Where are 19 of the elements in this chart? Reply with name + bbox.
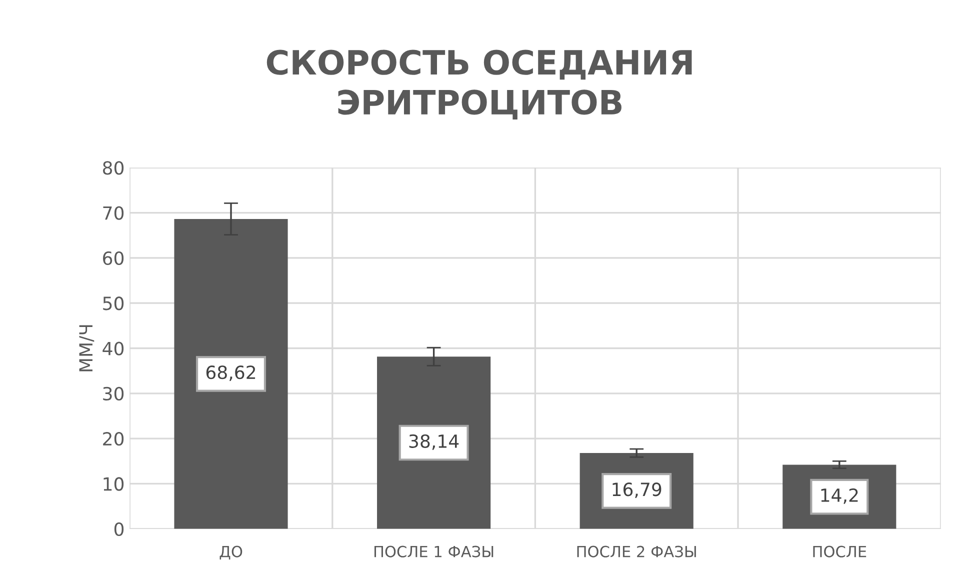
y-tick-label: 70	[103, 206, 124, 220]
data-label: 68,62	[206, 366, 256, 382]
chart-title: СКОРОСТЬ ОСЕДАНИЯ ЭРИТРОЦИТОВ	[266, 50, 692, 120]
data-label: 38,14	[409, 434, 459, 450]
y-tick-label: 30	[103, 386, 124, 401]
y-tick-label: 10	[104, 477, 124, 491]
y-tick-label: 40	[102, 342, 124, 356]
x-tick-label: ПОСЛЕ	[813, 546, 866, 558]
x-tick-label: ДО	[220, 546, 242, 560]
y-tick-label: 80	[102, 161, 124, 175]
y-axis-title: ММ/Ч	[79, 325, 94, 372]
y-tick-label: 0	[114, 522, 124, 536]
x-tick-label: ПОСЛЕ 1 ФАЗЫ	[374, 546, 494, 558]
data-label: 16,79	[612, 482, 662, 498]
y-tick-label: 60	[103, 251, 124, 266]
y-tick-label: 20	[103, 432, 124, 446]
x-tick-label: ПОСЛЕ 2 ФАЗЫ	[577, 546, 696, 558]
data-label: 14,2	[821, 488, 858, 504]
y-tick-label: 50	[103, 296, 124, 310]
